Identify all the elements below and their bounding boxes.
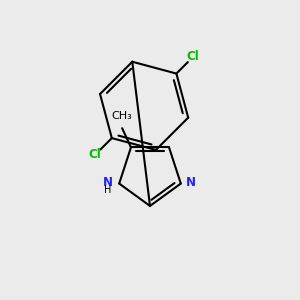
Text: CH₃: CH₃ — [112, 111, 133, 122]
Text: Cl: Cl — [187, 50, 200, 63]
Text: N: N — [186, 176, 196, 190]
Text: N: N — [103, 176, 113, 190]
Text: Cl: Cl — [89, 148, 102, 161]
Text: H: H — [104, 185, 112, 195]
